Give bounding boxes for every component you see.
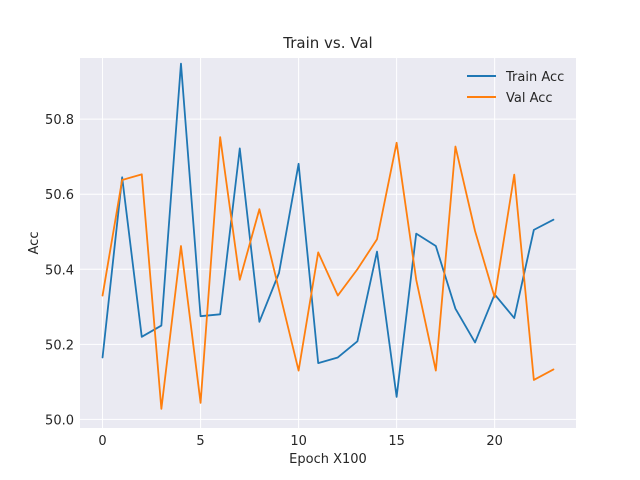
y-tick-labels: 50.0 50.2 50.4 50.6 50.8 (45, 113, 74, 428)
legend-label-train-acc: Train Acc (505, 70, 564, 85)
series-lines (101, 62, 555, 410)
y-tick-label: 50.8 (45, 113, 74, 128)
x-axis-label: Epoch X100 (289, 452, 367, 467)
series-line-train-acc (101, 62, 555, 398)
x-tick-label: 10 (290, 434, 307, 449)
legend-label-val-acc: Val Acc (506, 91, 553, 106)
legend: Train Acc Val Acc (467, 70, 564, 106)
x-tick-label: 15 (388, 434, 405, 449)
plot-area (80, 58, 576, 428)
x-tick-label: 5 (196, 434, 204, 449)
y-tick-label: 50.0 (45, 413, 74, 428)
chart-title: Train vs. Val (282, 34, 372, 52)
y-tick-label: 50.6 (45, 188, 74, 203)
x-tick-label: 0 (98, 434, 106, 449)
y-tick-label: 50.2 (45, 338, 74, 353)
grid-lines (80, 58, 576, 428)
y-axis-label: Acc (27, 232, 42, 255)
x-tick-labels: 0 5 10 15 20 (98, 434, 503, 449)
series-line-val-acc (101, 136, 555, 410)
x-tick-label: 20 (486, 434, 503, 449)
y-tick-label: 50.4 (45, 263, 74, 278)
